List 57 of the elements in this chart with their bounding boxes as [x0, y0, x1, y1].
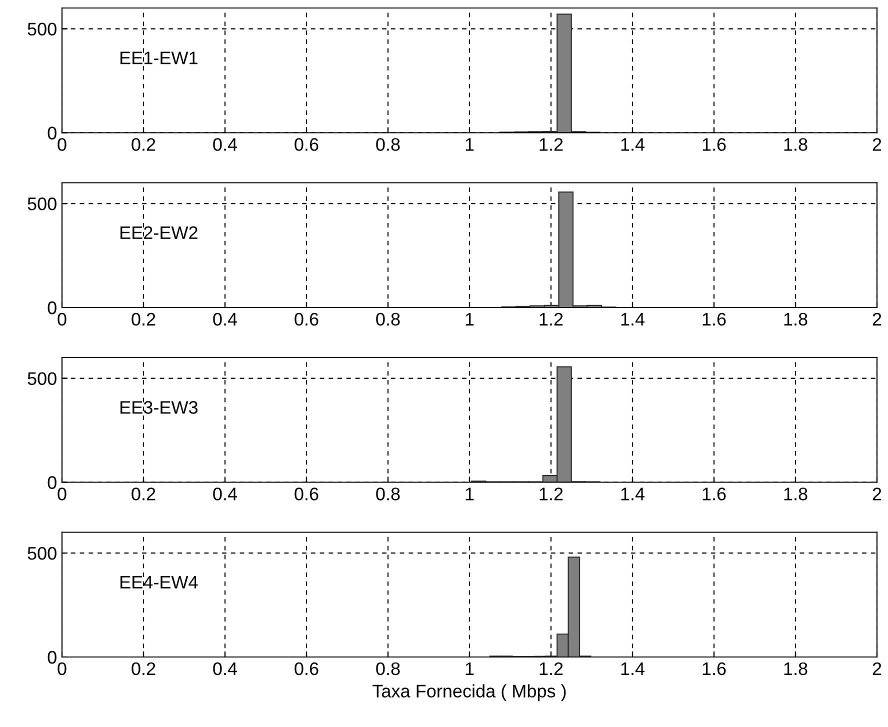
- x-tick-label: 1: [466, 662, 474, 675]
- x-tick-label: 1.6: [702, 488, 726, 500]
- x-tick-label: 1.2: [540, 312, 563, 326]
- x-tick-label: 0.8: [376, 312, 400, 326]
- x-tick-label: 2: [872, 312, 882, 326]
- x-tick-label: 0.8: [376, 662, 400, 676]
- x-tick-label: 0.2: [132, 138, 156, 151]
- x-tick-label: 0.6: [294, 138, 318, 151]
- x-tick-label: 1.2: [540, 488, 563, 500]
- x-tick-label: 0.2: [132, 662, 156, 676]
- x-tick-label: 1: [466, 138, 474, 151]
- x-tick-label: 1.4: [621, 313, 645, 326]
- annotation: EE1-EW1: [120, 52, 198, 64]
- x-tick-label: 1.2: [540, 138, 563, 151]
- y-tick-label: 500: [28, 546, 56, 560]
- x-tick-label: 0.8: [376, 138, 400, 151]
- annotation: EE3-EW3: [120, 401, 198, 414]
- x-tick-label: 0: [58, 312, 66, 326]
- x-tick-label: 1.6: [702, 138, 726, 151]
- x-tick-label: 0.2: [132, 488, 156, 500]
- x-tick-label: 1.8: [784, 138, 808, 151]
- x-tick-label: 0.4: [213, 138, 238, 151]
- x-tick-label: 0: [58, 488, 66, 500]
- x-tick-label: 2: [872, 488, 882, 500]
- y-tick-label: 0: [48, 476, 56, 489]
- x-tick-label: 0.6: [294, 312, 318, 326]
- x-tick-label: 1.4: [621, 138, 645, 151]
- x-tick-label: 0: [58, 138, 66, 151]
- x-tick-label: 0.6: [294, 488, 318, 500]
- y-tick-label: 500: [28, 197, 56, 210]
- y-tick-label: 0: [48, 126, 56, 140]
- annotation: EE2-EW2: [120, 226, 198, 239]
- x-tick-label: 0.6: [294, 662, 318, 676]
- x-tick-label: 1.8: [784, 488, 808, 500]
- x-tick-label: 0.2: [132, 312, 156, 326]
- x-tick-label: 0.4: [213, 312, 238, 326]
- x-tick-label: 1.4: [621, 662, 645, 675]
- x-tick-label: 1.2: [540, 662, 563, 675]
- y-tick-label: 500: [28, 372, 56, 386]
- x-tick-label: 1: [466, 488, 474, 500]
- x-tick-label: 1.8: [784, 662, 808, 676]
- x-tick-label: 1.4: [621, 488, 645, 500]
- x-tick-label: 1.6: [702, 312, 726, 326]
- x-tick-label: 0.4: [213, 662, 238, 676]
- y-tick-label: 500: [28, 22, 56, 36]
- x-tick-label: 0.4: [213, 488, 238, 500]
- x-tick-label: 1.6: [702, 662, 726, 676]
- y-tick-label: 0: [48, 301, 56, 314]
- y-tick-label: 0: [48, 650, 56, 664]
- x-tick-label: 2: [872, 138, 882, 151]
- x-axis-title: Taxa Fornecida ( Mbps ): [372, 684, 566, 702]
- x-tick-label: 1.8: [784, 312, 808, 326]
- x-tick-label: 0: [58, 662, 66, 676]
- x-tick-label: 1: [466, 313, 474, 326]
- x-tick-label: 0.8: [376, 488, 400, 500]
- annotation: EE4-EW4: [120, 576, 198, 588]
- x-tick-label: 2: [872, 662, 882, 675]
